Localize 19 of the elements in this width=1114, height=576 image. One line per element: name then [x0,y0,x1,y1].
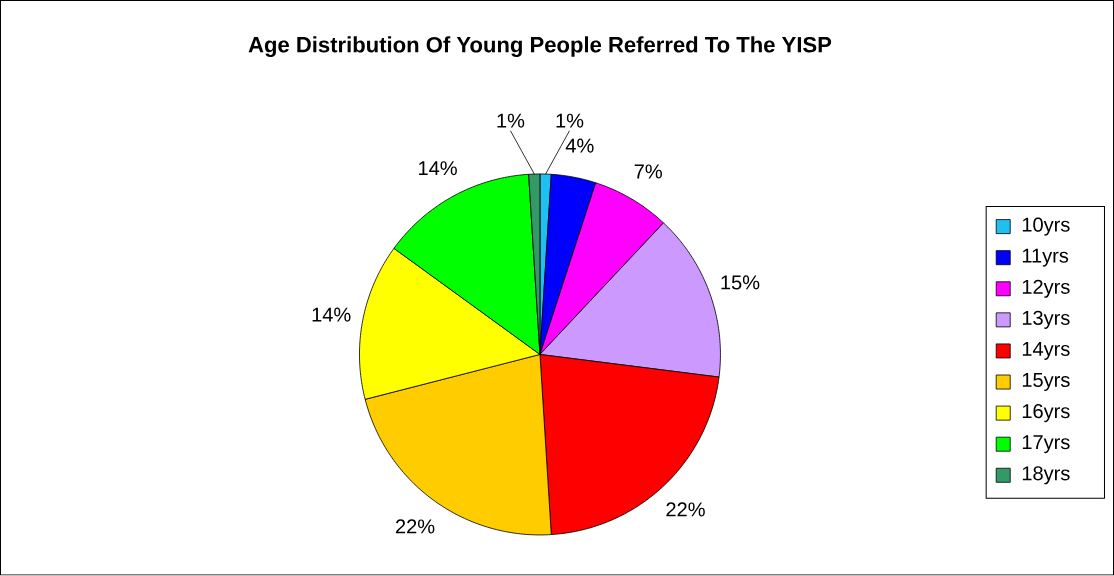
data-label: 14% [419,161,457,176]
data-label: 7% [634,164,662,179]
legend-label: 14yrs [1022,342,1070,361]
legend-label: 18yrs [1022,466,1070,485]
data-label: 22% [666,502,705,517]
data-label: 15% [721,275,760,290]
legend-label: 10yrs [1022,217,1070,236]
legend-label: 17yrs [1022,435,1070,454]
legend-label: 15yrs [1022,373,1070,392]
data-label: 22% [395,519,435,534]
data-label: 1% [556,113,584,128]
legend-label: 13yrs [1022,311,1070,330]
legend-label: 16yrs [1022,404,1070,423]
legend-label: 11yrs [1022,248,1069,267]
legend-label: 12yrs [1022,279,1070,299]
data-label: 1% [497,113,525,128]
data-label: 4% [565,138,594,153]
chart-title: Age Distribution Of Young People Referred To The YISP [248,36,832,58]
data-label: 14% [312,307,351,322]
